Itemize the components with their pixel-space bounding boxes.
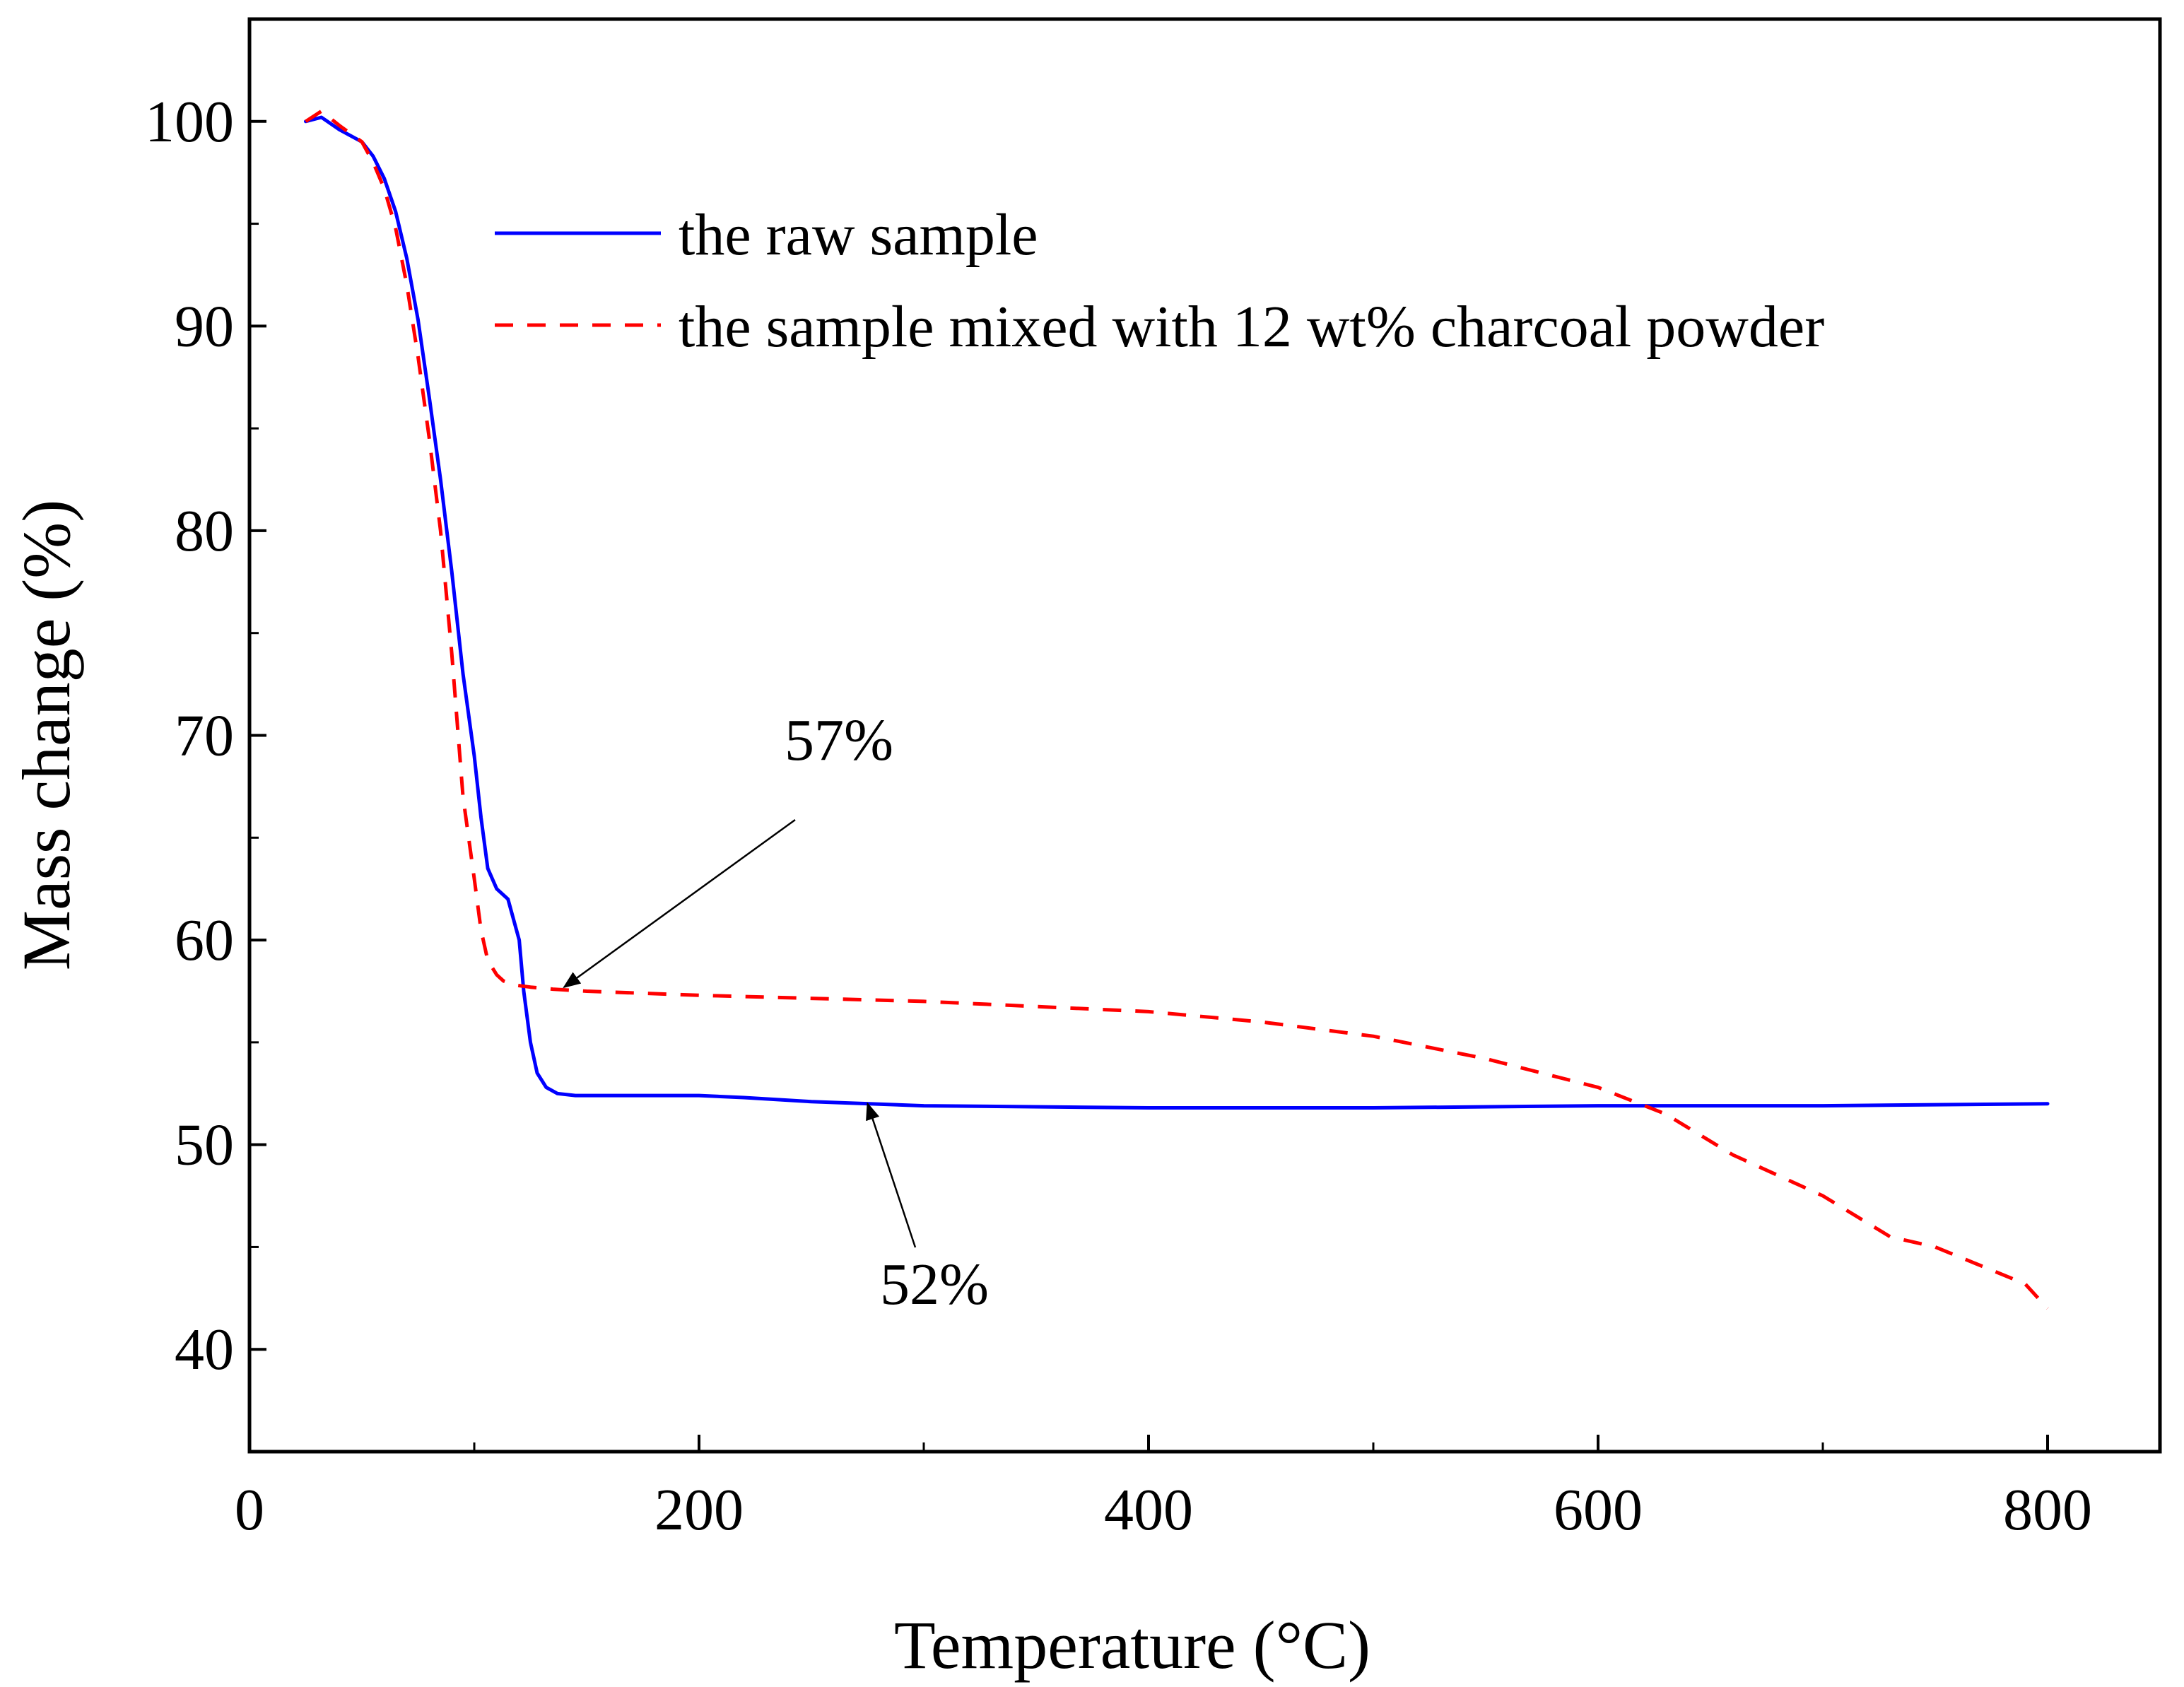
x-tick-label: 600 — [1554, 1477, 1643, 1543]
series-lines — [304, 109, 2050, 1310]
y-axis-ticks — [249, 119, 266, 1351]
x-tick-label: 0 — [235, 1477, 264, 1543]
legend: the raw sample the sample mixed with 12 … — [495, 202, 1824, 360]
series-line-charcoal-sample — [305, 109, 2049, 1310]
annotation-label-52: 52% — [880, 1252, 989, 1317]
y-tick-label: 90 — [175, 293, 234, 359]
y-tick-label: 60 — [175, 907, 234, 973]
x-axis-ticks — [248, 1435, 2049, 1452]
annotations: 57% 52% — [563, 707, 989, 1317]
y-axis-title: Mass change (%) — [8, 500, 84, 970]
y-tick-label: 100 — [145, 89, 234, 155]
legend-label-raw-sample: the raw sample — [679, 202, 1038, 268]
legend-label-charcoal-sample: the sample mixed with 12 wt% charcoal po… — [679, 294, 1824, 360]
annotation-arrow-57 — [563, 818, 796, 989]
x-axis-title: Temperature (°C) — [894, 1607, 1370, 1683]
annotation-label-57: 57% — [785, 707, 893, 773]
x-axis-tick-labels: 0 200 400 600 800 — [235, 1477, 2092, 1543]
x-tick-label: 200 — [654, 1477, 744, 1543]
y-tick-label: 70 — [175, 703, 234, 769]
x-tick-label: 800 — [2003, 1477, 2092, 1543]
series-line-raw-sample — [304, 115, 2050, 1110]
y-tick-label: 50 — [175, 1112, 234, 1178]
y-tick-label: 40 — [175, 1317, 234, 1382]
x-tick-label: 400 — [1104, 1477, 1193, 1543]
annotation-arrow-52 — [866, 1102, 917, 1248]
y-axis-tick-labels: 40 50 60 70 80 90 100 — [145, 89, 234, 1382]
y-tick-label: 80 — [175, 498, 234, 564]
